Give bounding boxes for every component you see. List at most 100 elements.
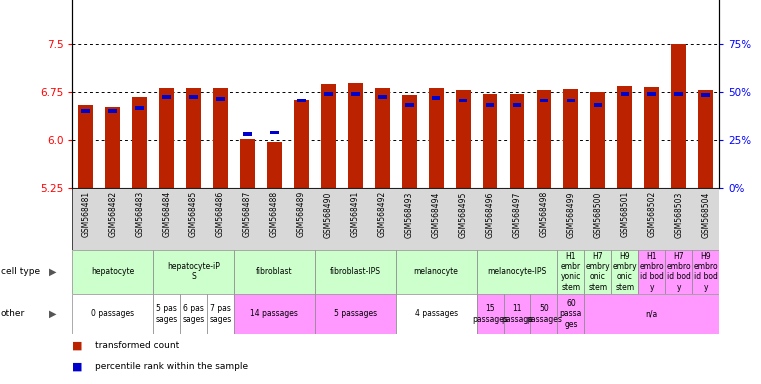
Bar [294,101,309,188]
Bar [267,142,282,188]
Bar [270,131,279,134]
FancyBboxPatch shape [504,294,530,334]
Text: GSM568490: GSM568490 [324,191,333,238]
Text: 6 pas
sages: 6 pas sages [183,304,205,324]
Text: GSM568495: GSM568495 [459,191,467,238]
Bar [351,92,360,96]
Text: transformed count: transformed count [95,341,180,350]
Text: 5 passages: 5 passages [334,310,377,318]
Text: GSM568487: GSM568487 [243,191,252,237]
Text: GSM568489: GSM568489 [297,191,306,237]
Bar [189,95,198,99]
Text: GSM568499: GSM568499 [566,191,575,238]
Text: GSM568502: GSM568502 [648,191,656,237]
Bar [674,92,683,96]
Text: 14 passages: 14 passages [250,310,298,318]
Bar [81,109,90,113]
FancyBboxPatch shape [665,250,693,294]
Text: GSM568481: GSM568481 [81,191,91,237]
Text: GSM568494: GSM568494 [431,191,441,238]
FancyBboxPatch shape [396,294,476,334]
Bar [645,87,659,188]
FancyBboxPatch shape [557,250,584,294]
FancyBboxPatch shape [476,250,557,294]
Text: GSM568503: GSM568503 [674,191,683,238]
Bar [459,99,467,103]
Text: GSM568496: GSM568496 [486,191,495,238]
FancyBboxPatch shape [693,250,719,294]
Text: hepatocyte-iP
S: hepatocyte-iP S [167,262,220,281]
Bar [567,99,575,103]
Text: H1
embro
id bod
y: H1 embro id bod y [639,252,664,292]
Bar [244,132,252,136]
Text: other: other [1,310,25,318]
Bar [108,109,117,113]
FancyBboxPatch shape [153,294,180,334]
Text: GSM568498: GSM568498 [540,191,549,237]
FancyBboxPatch shape [530,294,557,334]
Bar [513,103,521,107]
Text: GSM568492: GSM568492 [377,191,387,237]
Text: GSM568500: GSM568500 [594,191,603,238]
Bar [240,139,255,188]
Bar [702,93,710,97]
Text: n/a: n/a [645,310,658,318]
Bar [213,88,228,188]
Text: melanocyte: melanocyte [414,267,459,276]
Bar [699,90,713,188]
Text: GSM568504: GSM568504 [701,191,710,238]
Text: 5 pas
sages: 5 pas sages [155,304,178,324]
FancyBboxPatch shape [72,250,153,294]
Bar [591,92,605,188]
Bar [620,92,629,96]
Text: H7
embry
onic
stem: H7 embry onic stem [585,252,610,292]
Bar [375,88,390,188]
Text: GSM568501: GSM568501 [620,191,629,237]
Bar [648,92,656,96]
Bar [135,106,144,110]
Bar [431,96,441,100]
Text: 50
passages: 50 passages [526,304,562,324]
Bar [510,94,524,188]
Text: H9
embry
onic
stem: H9 embry onic stem [613,252,637,292]
Text: 7 pas
sages: 7 pas sages [209,304,231,324]
FancyBboxPatch shape [72,294,153,334]
Text: 15
passages: 15 passages [472,304,508,324]
Text: fibroblast-IPS: fibroblast-IPS [330,267,380,276]
Text: H7
embro
id bod
y: H7 embro id bod y [667,252,691,292]
Bar [159,88,174,188]
Bar [162,95,171,99]
Text: melanocyte-IPS: melanocyte-IPS [487,267,546,276]
Bar [78,105,93,188]
FancyBboxPatch shape [557,294,584,334]
Bar [671,44,686,188]
Text: GSM568488: GSM568488 [270,191,279,237]
Text: 4 passages: 4 passages [415,310,457,318]
Text: GSM568484: GSM568484 [162,191,171,237]
Bar [186,88,201,188]
Text: percentile rank within the sample: percentile rank within the sample [95,362,248,371]
Bar [617,86,632,188]
FancyBboxPatch shape [153,250,234,294]
Text: H1
embr
yonic
stem: H1 embr yonic stem [561,252,581,292]
Bar [540,99,548,103]
FancyBboxPatch shape [234,294,315,334]
Text: ▶: ▶ [49,309,57,319]
Bar [378,95,387,99]
Bar [428,88,444,188]
Bar [324,92,333,96]
Text: GSM568486: GSM568486 [216,191,225,237]
FancyBboxPatch shape [72,188,719,250]
FancyBboxPatch shape [584,250,611,294]
FancyBboxPatch shape [315,294,396,334]
Bar [348,83,363,188]
Bar [537,90,552,188]
Bar [594,103,602,107]
Text: GSM568491: GSM568491 [351,191,360,237]
Text: 60
passa
ges: 60 passa ges [560,299,582,329]
Text: ▶: ▶ [49,266,57,277]
Bar [216,97,224,101]
FancyBboxPatch shape [638,250,665,294]
Bar [105,107,120,188]
FancyBboxPatch shape [207,294,234,334]
